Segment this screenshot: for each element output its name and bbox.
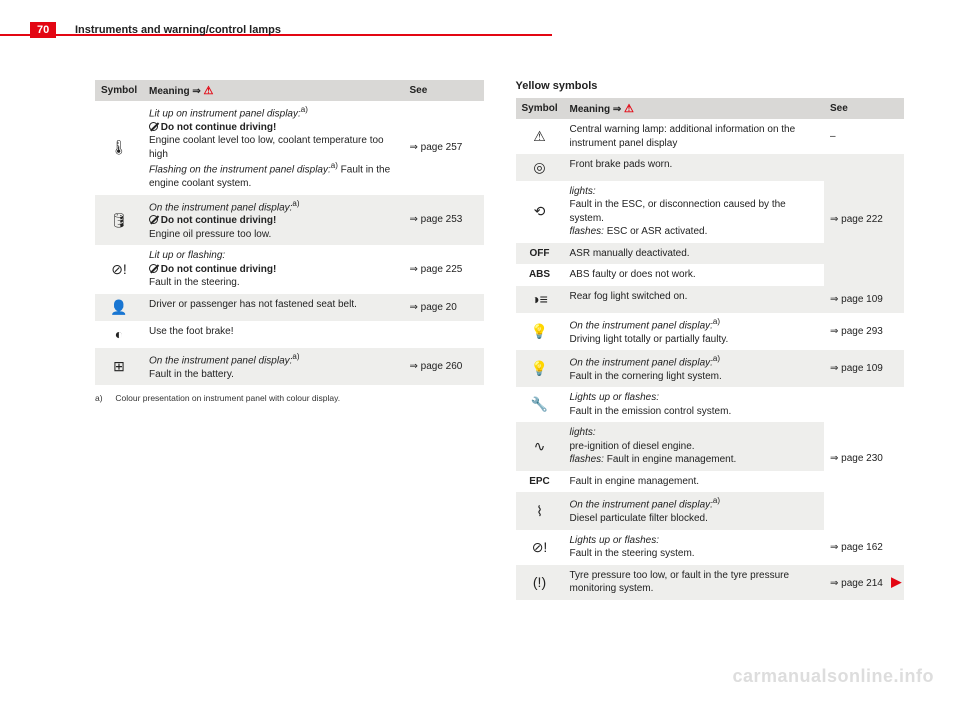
see-cell: – xyxy=(824,119,904,154)
meaning-cell: Fault in engine management. xyxy=(564,471,825,493)
meaning-cell: Lights up or flashes:Fault in the steeri… xyxy=(564,530,825,565)
symbol-icon: ⊘! xyxy=(516,530,564,565)
meaning-cell: On the instrument panel display:a)Diesel… xyxy=(564,492,825,529)
symbol-icon: 👤 xyxy=(95,294,143,321)
symbol-icon: 💡 xyxy=(516,313,564,350)
table-row: ◑≡Rear fog light switched on.⇒ page 109 xyxy=(516,286,905,313)
th-meaning: Meaning ⇒ ⚠ xyxy=(564,98,825,119)
symbol-icon: ⊞ xyxy=(95,348,143,385)
meaning-cell: Lit up or flashing: Do not continue driv… xyxy=(143,245,404,294)
symbol-icon: ◑≡ xyxy=(516,286,564,313)
symbol-icon: ⌇ xyxy=(516,492,564,529)
symbol-icon: 🛢 xyxy=(95,195,143,246)
see-cell: ⇒ page 230 xyxy=(824,387,904,529)
meaning-cell: Lit up on instrument panel display:a) Do… xyxy=(143,101,404,195)
th-symbol: Symbol xyxy=(516,98,564,119)
see-cell: ⇒ page 225 xyxy=(404,245,484,294)
left-footnote: a) Colour presentation on instrument pan… xyxy=(95,393,484,404)
th-meaning: Meaning ⇒ ⚠ xyxy=(143,80,404,101)
watermark-text: carmanualsonline.info xyxy=(732,666,934,687)
meaning-cell: ASR manually deactivated. xyxy=(564,243,825,265)
symbol-icon: ⚠ xyxy=(516,119,564,154)
table-row: ◐Use the foot brake! xyxy=(95,321,484,348)
see-cell xyxy=(404,321,484,348)
see-cell: ⇒ page 109 xyxy=(824,350,904,387)
meaning-cell: Lights up or flashes:Fault in the emissi… xyxy=(564,387,825,422)
meaning-cell: Central warning lamp: additional informa… xyxy=(564,119,825,154)
meaning-cell: On the instrument panel display:a)Fault … xyxy=(143,348,404,385)
symbol-icon: OFF xyxy=(516,243,564,265)
table-row: 💡On the instrument panel display:a)Fault… xyxy=(516,350,905,387)
table-row: 🛢On the instrument panel display:a) Do n… xyxy=(95,195,484,246)
meaning-cell: lights:Fault in the ESC, or disconnectio… xyxy=(564,181,825,243)
th-symbol: Symbol xyxy=(95,80,143,101)
right-column: Yellow symbols Symbol Meaning ⇒ ⚠ See ⚠C… xyxy=(516,80,905,600)
meaning-cell: On the instrument panel display:a) Do no… xyxy=(143,195,404,246)
see-cell: ⇒ page 253 xyxy=(404,195,484,246)
symbol-icon: 🌡 xyxy=(95,101,143,195)
table-row: 🌡Lit up on instrument panel display:a) D… xyxy=(95,101,484,195)
symbol-icon: ABS xyxy=(516,264,564,286)
table-row: ⊘!Lights up or flashes:Fault in the stee… xyxy=(516,530,905,565)
symbol-icon: EPC xyxy=(516,471,564,493)
table-row: 💡On the instrument panel display:a)Drivi… xyxy=(516,313,905,350)
th-see: See xyxy=(404,80,484,101)
meaning-cell: Use the foot brake! xyxy=(143,321,404,348)
symbol-icon: ∿ xyxy=(516,422,564,471)
warning-triangle-icon: ⚠ xyxy=(624,103,634,115)
left-column: Symbol Meaning ⇒ ⚠ See 🌡Lit up on instru… xyxy=(95,80,484,600)
table-row: ◎Front brake pads worn.⇒ page 222 xyxy=(516,154,905,181)
see-cell: ⇒ page 162 xyxy=(824,530,904,565)
th-see: See xyxy=(824,98,904,119)
see-cell: ⇒ page 257 xyxy=(404,101,484,195)
see-cell: ⇒ page 293 xyxy=(824,313,904,350)
see-cell: ⇒ page 260 xyxy=(404,348,484,385)
symbol-icon: ◐ xyxy=(95,321,143,348)
page-number-tab: 70 xyxy=(30,22,56,38)
see-cell: ⇒ page 222 xyxy=(824,154,904,286)
symbol-icon: (!) xyxy=(516,565,564,600)
meaning-cell: ABS faulty or does not work. xyxy=(564,264,825,286)
section-title: Instruments and warning/control lamps xyxy=(75,24,281,36)
table-row: 👤Driver or passenger has not fastened se… xyxy=(95,294,484,321)
footnote-text: Colour presentation on instrument panel … xyxy=(115,393,340,403)
see-cell: ⇒ page 109 xyxy=(824,286,904,313)
table-row: ⊘!Lit up or flashing: Do not continue dr… xyxy=(95,245,484,294)
meaning-cell: On the instrument panel display:a)Drivin… xyxy=(564,313,825,350)
footnote-tag: a) xyxy=(95,393,113,404)
see-cell: ⇒ page 20 xyxy=(404,294,484,321)
meaning-cell: Driver or passenger has not fastened sea… xyxy=(143,294,404,321)
meaning-cell: Rear fog light switched on. xyxy=(564,286,825,313)
meaning-cell: Front brake pads worn. xyxy=(564,154,825,181)
table-row: ⚠Central warning lamp: additional inform… xyxy=(516,119,905,154)
table-row: (!)Tyre pressure too low, or fault in th… xyxy=(516,565,905,600)
meaning-cell: On the instrument panel display:a)Fault … xyxy=(564,350,825,387)
table-row: ⊞On the instrument panel display:a)Fault… xyxy=(95,348,484,385)
meaning-cell: lights:pre-ignition of diesel engine.fla… xyxy=(564,422,825,471)
symbol-icon: ⟲ xyxy=(516,181,564,243)
yellow-symbols-table: Symbol Meaning ⇒ ⚠ See ⚠Central warning … xyxy=(516,98,905,600)
symbol-icon: ◎ xyxy=(516,154,564,181)
symbol-icon: 💡 xyxy=(516,350,564,387)
symbol-icon: 🔧 xyxy=(516,387,564,422)
warning-triangle-icon: ⚠ xyxy=(204,85,214,97)
content-columns: Symbol Meaning ⇒ ⚠ See 🌡Lit up on instru… xyxy=(95,80,904,600)
symbol-icon: ⊘! xyxy=(95,245,143,294)
meaning-cell: Tyre pressure too low, or fault in the t… xyxy=(564,565,825,600)
yellow-symbols-title: Yellow symbols xyxy=(516,80,905,92)
table-row: 🔧Lights up or flashes:Fault in the emiss… xyxy=(516,387,905,422)
see-cell: ⇒ page 214 ▶ xyxy=(824,565,904,600)
red-symbols-table: Symbol Meaning ⇒ ⚠ See 🌡Lit up on instru… xyxy=(95,80,484,385)
